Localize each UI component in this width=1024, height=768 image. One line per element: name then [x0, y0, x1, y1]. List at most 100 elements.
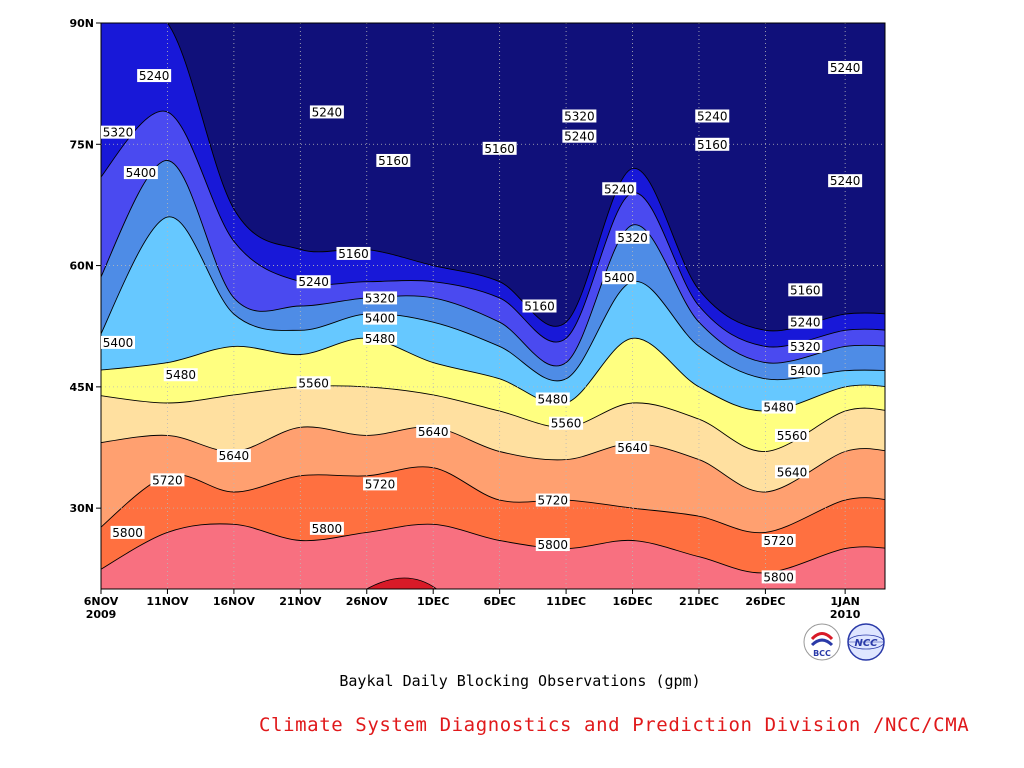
- contour-label: 5720: [761, 533, 796, 548]
- x-tick-year-label: 2010: [830, 608, 861, 621]
- contour-label-box: [309, 105, 344, 119]
- y-tick-label: 75N: [69, 138, 94, 151]
- x-tick-label: 11NOV: [146, 595, 189, 608]
- contour-label: 5560: [296, 376, 331, 390]
- y-tick-label: 90N: [69, 17, 94, 30]
- contour-label-box: [562, 129, 597, 143]
- contour-label-box: [296, 275, 331, 289]
- contour-label: 5640: [416, 424, 451, 439]
- contour-label-box: [101, 125, 135, 139]
- contour-label-text: 5720: [152, 473, 183, 487]
- contour-label: 5160: [336, 246, 371, 261]
- contour-label-box: [110, 525, 145, 539]
- contour-label: 5480: [363, 331, 398, 346]
- x-tick-label: 6DEC: [483, 595, 515, 608]
- contour-label-box: [761, 400, 796, 414]
- contour-label-text: 5560: [551, 417, 582, 431]
- contour-label-text: 5640: [617, 441, 648, 455]
- contour-label: 5480: [535, 392, 570, 406]
- contour-label: 5240: [695, 109, 730, 123]
- contour-label-box: [788, 315, 823, 329]
- contour-label-text: 5480: [165, 368, 196, 382]
- x-tick-label: 26DEC: [745, 595, 785, 608]
- contour-label-text: 5640: [418, 425, 449, 439]
- contour-label: 5240: [562, 129, 597, 144]
- contour-label: 5240: [828, 174, 863, 188]
- contour-label-box: [535, 538, 570, 552]
- y-tick-label: 60N: [69, 260, 94, 273]
- contour-label: 5640: [774, 465, 809, 479]
- x-tick-year-label: 2009: [86, 608, 117, 621]
- contour-label: 5400: [123, 166, 158, 180]
- contour-label-text: 5720: [538, 494, 569, 508]
- contour-label-box: [416, 424, 451, 438]
- contour-label: 5720: [363, 477, 398, 491]
- contour-label-box: [761, 533, 796, 547]
- contour-label-box: [828, 174, 863, 188]
- contour-line-5400: [101, 216, 885, 382]
- contour-line-5320: [101, 160, 885, 367]
- contour-label-text: 5320: [564, 109, 595, 123]
- contour-label-text: 5240: [790, 316, 821, 330]
- contour-label-text: 5480: [365, 332, 396, 346]
- contour-label-box: [363, 311, 398, 325]
- contour-label-text: 5480: [538, 392, 569, 406]
- contour-label: 5240: [296, 275, 331, 289]
- contour-label: 5160: [695, 137, 730, 152]
- contour-label-box: [788, 339, 823, 353]
- contour-label: 5400: [602, 271, 637, 285]
- x-tick-label: 16DEC: [613, 595, 653, 608]
- x-tick-label: 6NOV: [84, 595, 119, 608]
- contour-label: 5240: [828, 60, 863, 75]
- contour-label-box: [296, 376, 331, 390]
- contour-label-box: [535, 493, 570, 507]
- contour-label-box: [615, 230, 650, 244]
- contour-label: 5160: [482, 141, 517, 156]
- contour-label: 5560: [774, 428, 809, 443]
- contour-label: 5800: [535, 538, 570, 552]
- contour-label: 5400: [101, 335, 135, 350]
- contour-plot: 5240 5320 5400 5240 5160 5160 5240 5320 5400 5480…: [69, 17, 886, 621]
- y-tick-label: 45N: [69, 381, 94, 394]
- contour-label-text: 5560: [777, 429, 808, 443]
- contour-label-text: 5240: [564, 130, 595, 144]
- contour-label-text: 5480: [763, 401, 794, 415]
- contour-label: 5480: [761, 400, 796, 415]
- contour-line-5240: [101, 110, 885, 348]
- contour-label-box: [615, 441, 650, 454]
- contour-label-text: 5640: [219, 449, 250, 463]
- contour-label-box: [163, 368, 198, 382]
- contour-label: 5720: [535, 493, 570, 508]
- contour-label-box: [376, 153, 411, 167]
- bcc-logo-icon: BCC: [803, 623, 841, 661]
- contour-label-box: [363, 331, 398, 345]
- contour-label: 5240: [788, 315, 823, 330]
- contour-label: 5320: [788, 339, 823, 354]
- contour-label-text: 5800: [538, 538, 569, 552]
- contour-label-text: 5800: [763, 570, 794, 584]
- contour-label-text: 5320: [365, 291, 396, 305]
- contour-label-box: [522, 299, 557, 313]
- contour-label-text: 5240: [830, 61, 861, 75]
- contour-label: 5560: [549, 416, 584, 431]
- contour-label: 5800: [110, 525, 145, 540]
- contour-label-box: [602, 182, 637, 196]
- contour-label: 5160: [522, 299, 557, 314]
- contour-label-text: 5240: [139, 69, 170, 83]
- contour-label: 5240: [602, 182, 637, 196]
- contour-label-text: 5400: [790, 364, 821, 378]
- contour-label-box: [309, 521, 344, 535]
- contour-label-box: [549, 416, 584, 430]
- contour-label-text: 5400: [103, 336, 134, 350]
- contour-label: 5160: [376, 153, 411, 168]
- contour-label-text: 5720: [763, 534, 794, 548]
- contour-label-text: 5160: [790, 283, 821, 297]
- contour-label: 5320: [615, 230, 650, 245]
- contour-label-box: [482, 141, 517, 155]
- contour-label-text: 5240: [697, 109, 728, 123]
- contour-label-text: 5240: [312, 105, 343, 119]
- contour-label-text: 5400: [365, 312, 396, 326]
- contour-label-box: [562, 109, 597, 123]
- plot-frame: [100, 22, 886, 590]
- contour-label-text: 5320: [103, 126, 134, 140]
